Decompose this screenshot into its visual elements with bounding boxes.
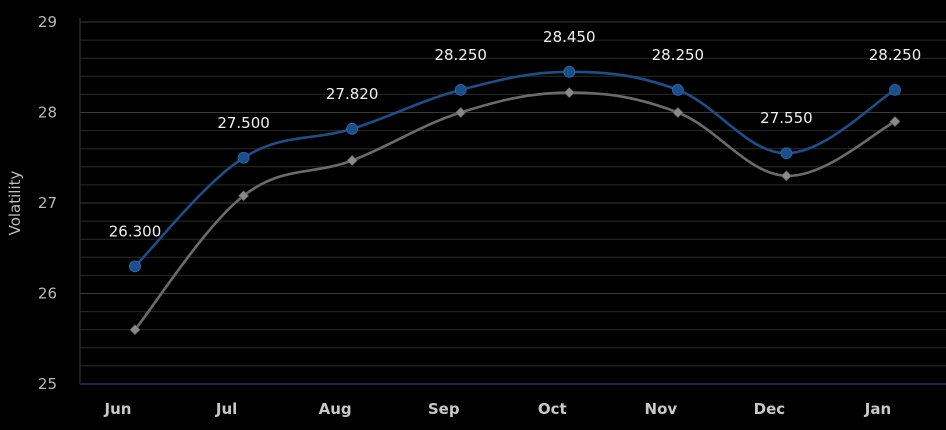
data-label: 28.450	[543, 28, 596, 46]
x-tick-label: Dec	[754, 400, 786, 418]
x-tick-label: Sep	[428, 400, 460, 418]
axes: 25 26 27 28 29 Jun Jul Aug Sep Oct Nov Dec Jan Volati…	[6, 13, 946, 418]
data-point[interactable]	[563, 87, 575, 99]
data-label: 28.250	[434, 46, 487, 64]
x-tick-label: Jul	[215, 400, 237, 418]
data-point[interactable]	[781, 170, 792, 182]
data-label: 27.550	[760, 109, 813, 127]
data-point[interactable]	[455, 107, 467, 118]
data-point[interactable]	[237, 151, 250, 164]
data-labels: 26.300 27.500 27.820 28.250 28.450 28.250 27.5…	[109, 28, 922, 241]
data-point[interactable]	[346, 122, 359, 135]
series-line	[134, 70, 896, 268]
x-tick-label: Nov	[645, 400, 678, 418]
data-point[interactable]	[454, 83, 467, 96]
data-point[interactable]	[672, 107, 684, 118]
data-point[interactable]	[129, 260, 141, 273]
data-point[interactable]	[671, 83, 684, 96]
data-label: 28.250	[869, 46, 922, 64]
data-label: 27.820	[326, 85, 379, 103]
y-axis-label: Volatility	[6, 170, 24, 235]
data-point[interactable]	[889, 83, 901, 96]
data-point[interactable]	[780, 147, 793, 160]
data-label: 26.300	[109, 222, 162, 240]
data-point[interactable]	[889, 116, 901, 127]
y-tick-label: 27	[38, 194, 57, 212]
y-tick-label: 29	[38, 13, 57, 31]
data-point[interactable]	[346, 155, 358, 166]
x-tick-label: Jan	[864, 400, 891, 418]
data-point[interactable]	[129, 324, 141, 336]
y-tick-label: 26	[38, 285, 57, 303]
data-label: 27.500	[217, 114, 270, 132]
x-tick-label: Aug	[319, 400, 352, 418]
series	[129, 65, 901, 336]
data-point[interactable]	[563, 65, 576, 78]
x-tick-label: Oct	[538, 400, 567, 418]
data-label: 28.250	[652, 46, 705, 64]
data-point[interactable]	[238, 190, 249, 202]
y-tick-label: 25	[38, 375, 57, 393]
y-tick-label: 28	[38, 104, 57, 122]
x-tick-label: Jun	[104, 400, 132, 418]
